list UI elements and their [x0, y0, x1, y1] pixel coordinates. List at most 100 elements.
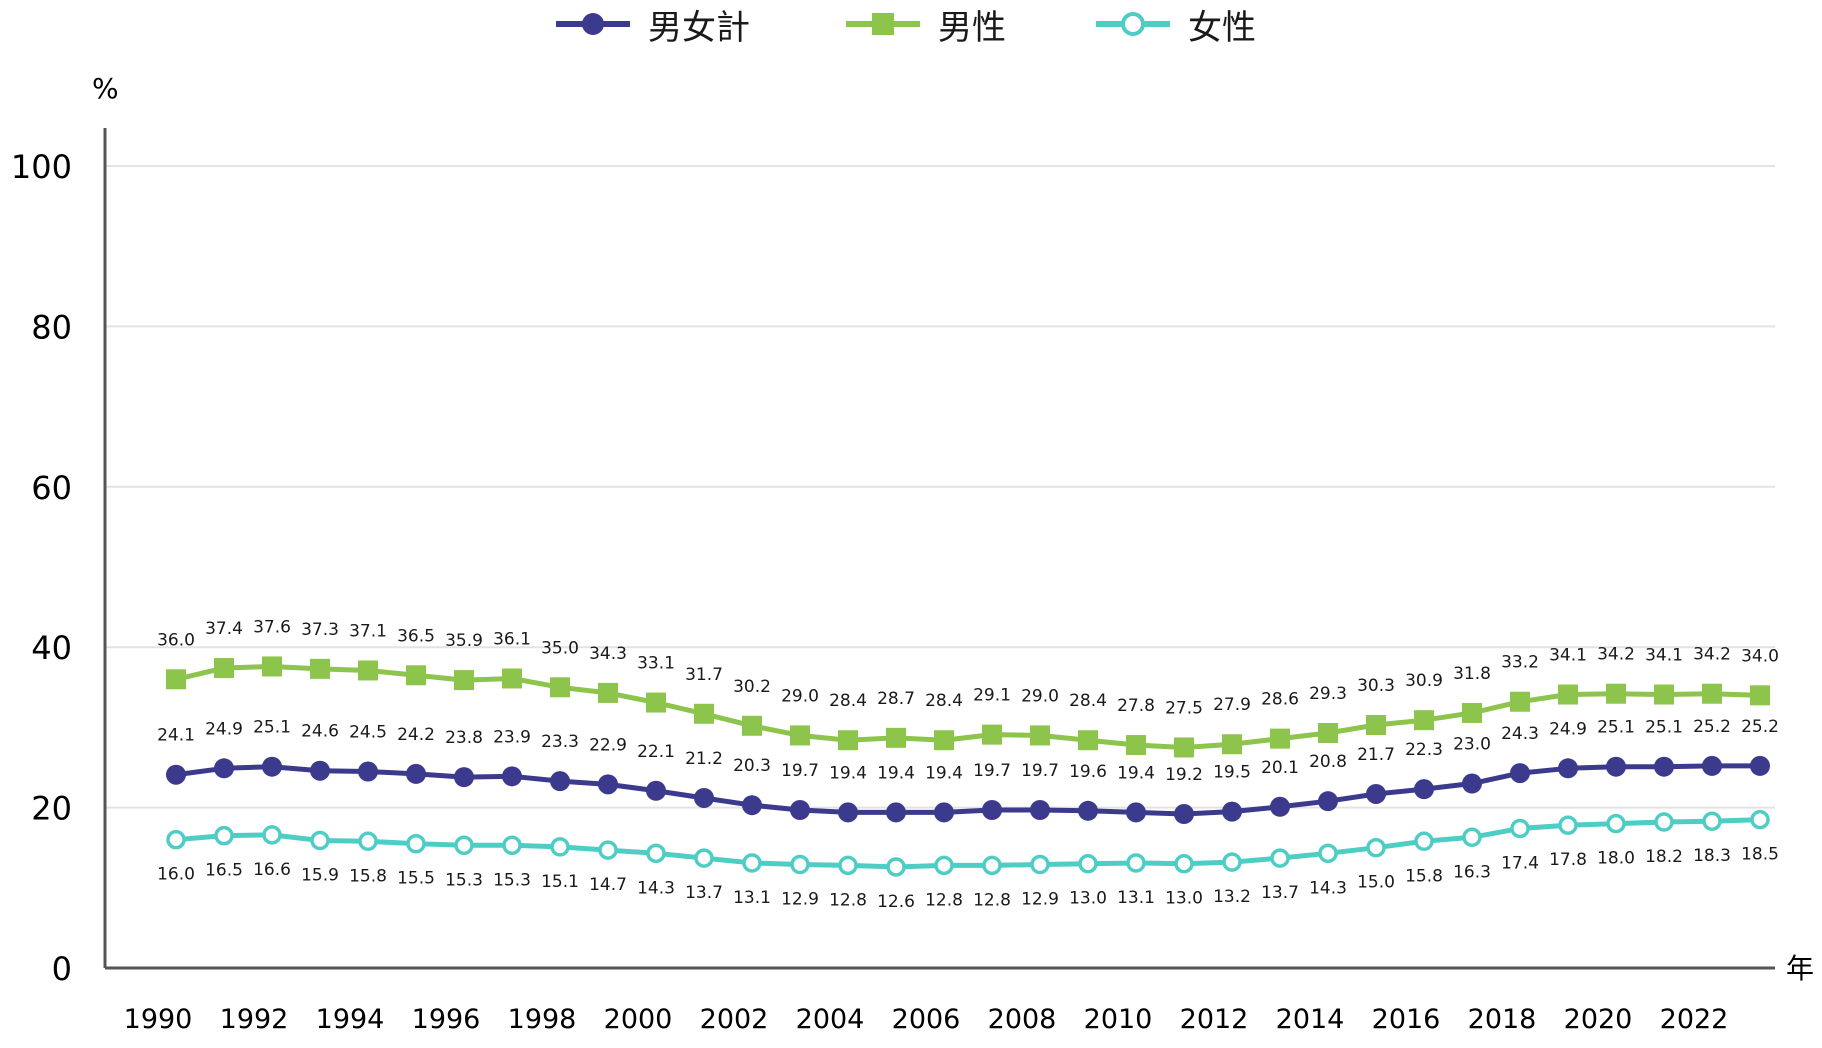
data-label-s0-14: 19.4	[829, 763, 867, 783]
data-label-s2-13: 12.9	[781, 890, 819, 910]
point-s0-22	[1222, 801, 1242, 822]
y-tick-40: 40	[31, 629, 72, 667]
data-label-s2-1: 16.5	[205, 861, 243, 881]
point-s0-18	[1030, 800, 1050, 821]
data-label-s1-18: 29.0	[1021, 686, 1059, 706]
point-s1-9	[598, 682, 618, 703]
point-s2-16	[934, 855, 954, 876]
point-s0-12	[742, 795, 762, 816]
x-tick-2012: 2012	[1180, 1004, 1249, 1035]
data-label-s1-12: 30.2	[733, 677, 771, 697]
point-s1-24	[1318, 723, 1338, 744]
point-s2-2	[262, 825, 282, 845]
data-label-s0-6: 23.8	[445, 728, 483, 748]
y-tick-labels: 0 20 40 60 80 100	[11, 148, 72, 988]
point-s2-24	[1318, 843, 1338, 864]
data-label-s2-19: 13.0	[1069, 889, 1107, 909]
point-s2-11	[694, 848, 714, 868]
data-label-s0-26: 22.3	[1405, 740, 1443, 760]
data-label-s2-5: 15.5	[397, 869, 435, 889]
x-tick-2008: 2008	[988, 1004, 1057, 1035]
data-label-s1-20: 27.8	[1117, 696, 1155, 716]
data-label-s2-30: 18.0	[1597, 849, 1635, 869]
data-label-s1-1: 37.4	[205, 619, 243, 639]
point-s2-12	[742, 853, 762, 873]
data-label-s1-24: 29.3	[1309, 684, 1347, 704]
point-s2-33	[1750, 809, 1770, 830]
data-label-s0-10: 22.1	[637, 742, 675, 762]
point-s0-9	[598, 774, 618, 795]
y-axis-unit: %	[92, 72, 119, 105]
data-label-s0-22: 19.5	[1213, 763, 1251, 783]
point-s1-6	[454, 670, 474, 691]
data-label-s0-20: 19.4	[1117, 763, 1155, 783]
data-label-s2-21: 13.0	[1165, 889, 1203, 909]
point-s2-29	[1558, 815, 1578, 835]
data-label-s0-15: 19.4	[877, 763, 915, 783]
data-label-s2-4: 15.8	[349, 866, 387, 886]
point-s1-3	[310, 658, 330, 679]
data-label-s2-14: 12.8	[829, 890, 867, 910]
data-label-s0-1: 24.9	[205, 719, 243, 739]
point-s1-16	[934, 730, 954, 751]
point-s0-2	[262, 756, 282, 777]
legend: 男女計 男性 女性	[0, 0, 1822, 70]
point-s2-18	[1030, 854, 1050, 875]
point-s2-13	[790, 854, 810, 875]
data-label-s0-8: 23.3	[541, 732, 579, 752]
data-label-s1-27: 31.8	[1453, 664, 1491, 684]
data-label-s0-30: 25.1	[1597, 718, 1635, 738]
data-label-s2-10: 14.3	[637, 878, 675, 898]
point-s1-22	[1222, 734, 1242, 755]
point-s2-22	[1222, 852, 1242, 872]
x-tick-2014: 2014	[1276, 1004, 1345, 1035]
x-tick-1992: 1992	[220, 1004, 289, 1035]
data-label-s1-5: 36.5	[397, 626, 435, 646]
legend-item-male: 男性	[842, 2, 1006, 48]
data-label-s2-32: 18.3	[1693, 846, 1731, 866]
data-label-s0-9: 22.9	[589, 735, 627, 755]
point-s0-6	[454, 767, 474, 788]
point-s0-26	[1414, 779, 1434, 800]
data-label-s0-21: 19.2	[1165, 765, 1203, 785]
data-label-s2-6: 15.3	[445, 870, 483, 890]
data-label-s2-2: 16.6	[253, 860, 291, 880]
data-label-s1-17: 29.1	[973, 686, 1011, 706]
data-label-s1-7: 36.1	[493, 629, 531, 649]
point-s0-7	[502, 766, 522, 787]
data-label-s1-31: 34.1	[1645, 646, 1683, 666]
data-label-s0-3: 24.6	[301, 722, 339, 742]
point-s0-13	[790, 800, 810, 821]
point-s0-14	[838, 802, 858, 823]
point-s0-20	[1126, 802, 1146, 823]
point-s0-16	[934, 802, 954, 823]
point-s0-3	[310, 760, 330, 781]
point-s0-31	[1654, 756, 1674, 777]
legend-label-total: 男女計	[648, 7, 750, 48]
data-label-s2-20: 13.1	[1117, 888, 1155, 908]
x-tick-2000: 2000	[604, 1004, 673, 1035]
point-s0-30	[1606, 756, 1626, 777]
x-tick-2018: 2018	[1468, 1004, 1537, 1035]
point-s1-32	[1702, 683, 1722, 704]
point-s1-20	[1126, 735, 1146, 756]
x-tick-1998: 1998	[508, 1004, 577, 1035]
point-s2-4	[358, 831, 378, 852]
data-label-s2-17: 12.8	[973, 890, 1011, 910]
point-s2-21	[1174, 853, 1194, 874]
legend-label-female: 女性	[1188, 7, 1256, 48]
data-label-s1-9: 34.3	[589, 644, 627, 664]
point-s1-29	[1558, 684, 1578, 705]
point-s1-28	[1510, 691, 1530, 712]
x-axis-unit: 年	[1786, 952, 1814, 985]
point-s2-30	[1606, 813, 1626, 834]
data-label-s0-31: 25.1	[1645, 718, 1683, 738]
data-label-s0-28: 24.3	[1501, 724, 1539, 744]
data-label-s0-33: 25.2	[1741, 717, 1779, 737]
point-s2-7	[502, 835, 522, 856]
data-label-s2-15: 12.6	[877, 892, 915, 912]
point-s1-26	[1414, 710, 1434, 731]
data-label-s2-25: 15.0	[1357, 873, 1395, 893]
point-s2-27	[1462, 827, 1482, 848]
